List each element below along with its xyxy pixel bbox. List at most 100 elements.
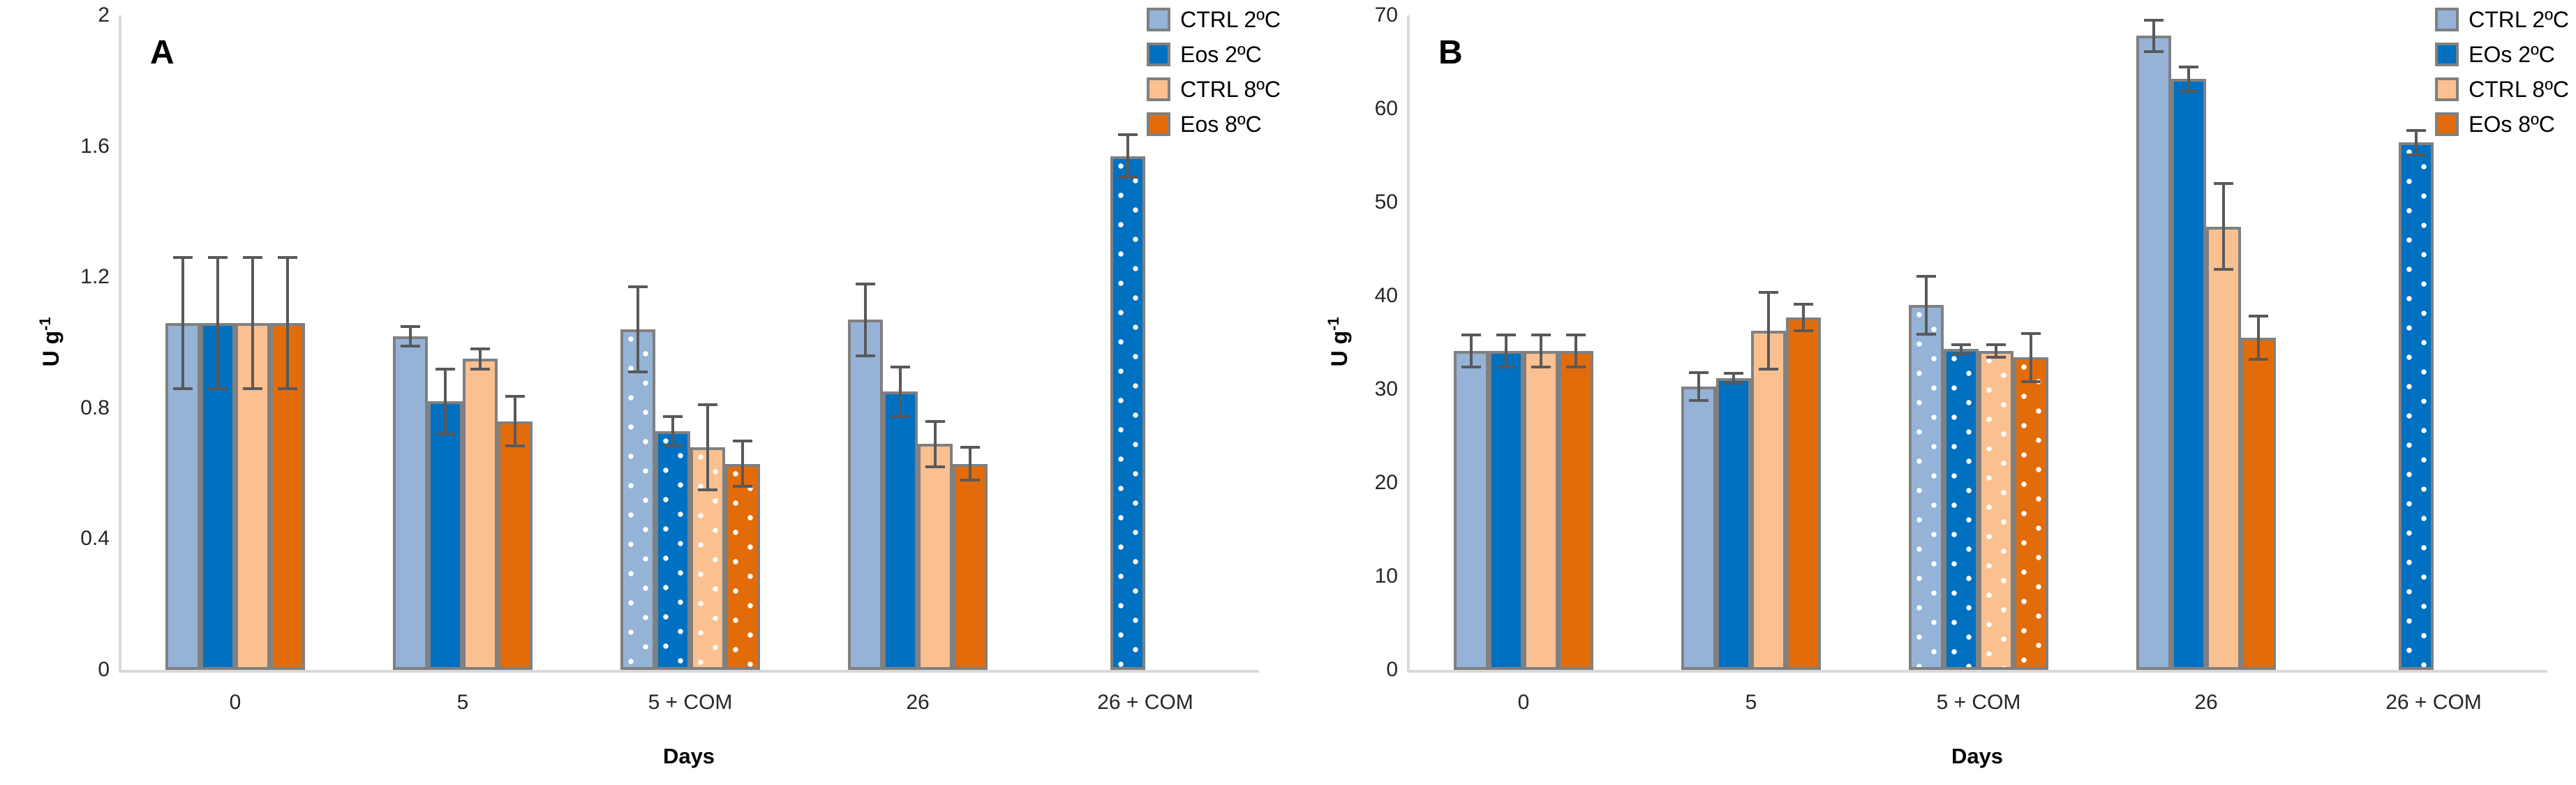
x-category-label: 5 + COM [648, 691, 733, 714]
legend-swatch [2435, 77, 2459, 101]
legend-label: CTRL 2ºC [2469, 6, 2569, 32]
y-tick-label: 50 [1374, 190, 1398, 214]
error-bar-line [1697, 372, 1700, 401]
x-category-label: 5 + COM [1936, 691, 2021, 714]
y-tick-label: 0.4 [80, 527, 110, 551]
error-bar-cap-top [1916, 274, 1936, 278]
error-bar-line [706, 405, 709, 491]
error-bar-cap-bottom [208, 387, 228, 390]
error-bar-line [1925, 276, 1928, 334]
error-bar-cap-top [278, 256, 297, 260]
error-bar-cap-top [1496, 334, 1516, 337]
error-bar-cap-bottom [891, 414, 910, 418]
error-bar-cap-top [2021, 331, 2041, 335]
error-bar-cap-top [1118, 133, 1138, 137]
panel-b: B U g-1 0 10 20 30 40 50 60 70 0 5 5 + COM 26 26 + C… [1288, 0, 2576, 785]
bar-ctrl-8ºc-day-5+COM [690, 447, 725, 670]
error-bar-cap-top [1986, 343, 2006, 346]
bar-eos-8ºc-day-5 [498, 421, 533, 670]
error-bar-line [934, 421, 937, 468]
bar-ctrl-2ºc-day-5 [393, 336, 428, 670]
error-bar-cap-bottom [628, 371, 648, 374]
bar-ctrl-2ºc-day-5 [1681, 386, 1716, 670]
bar-eos-8ºc-day-26 [953, 463, 988, 670]
y-axis-title-exponent: -1 [36, 317, 54, 331]
error-bar-cap-bottom [2214, 268, 2233, 271]
bar-eos-8ºc-day-5+COM [725, 463, 760, 670]
error-bar-cap-bottom [470, 367, 490, 371]
x-category-label: 0 [229, 691, 241, 714]
y-axis-title-exponent: -1 [1325, 317, 1343, 331]
x-category-label: 26 + COM [1097, 691, 1193, 714]
bar-ctrl-8ºc-day-26 [2206, 226, 2241, 670]
error-bar-cap-top [1951, 343, 1971, 346]
error-bar-cap-bottom [1566, 365, 1586, 368]
bar-eos-2ºc-day-26+COM [1110, 156, 1145, 670]
error-bar-cap-bottom [401, 344, 420, 347]
bar-eos-2ºc-day-26+COM [2399, 142, 2434, 670]
bar-ctrl-8ºc-day-0 [1524, 351, 1558, 670]
error-bar-cap-top [960, 446, 980, 449]
y-tick-label: 0 [98, 658, 110, 681]
bar-ctrl-8ºc-day-5+COM [1979, 351, 2013, 670]
error-bar-cap-top [1461, 334, 1481, 337]
error-bar-cap-bottom [733, 485, 752, 488]
plot-area-a: 0 0.4 0.8 1.2 1.6 2 0 5 5 + COM 26 26 + COM [80, 3, 1259, 714]
bar-ctrl-8ºc-day-26 [918, 444, 953, 670]
error-bar-cap-top [401, 324, 420, 328]
legend-item: CTRL 8ºC [1147, 77, 1281, 102]
legend-swatch [2435, 8, 2459, 31]
x-category-label: 26 [906, 691, 930, 714]
bar-eos-8ºc-day-26 [2241, 338, 2276, 670]
legend-item: EOs 2ºC [2435, 42, 2569, 67]
bar-ctrl-8ºc-day-5 [463, 359, 498, 670]
error-bar-line [479, 349, 482, 369]
plot-area-b: 0 10 20 30 40 50 60 70 0 5 5 + COM 26 26 + COM [1375, 3, 2547, 714]
error-bar-line [2030, 333, 2032, 382]
error-bar-line [216, 257, 219, 389]
error-bar-line [1960, 344, 1963, 354]
error-bar-cap-top [2179, 65, 2198, 68]
error-bar-cap-bottom [2021, 380, 2041, 384]
legend-swatch [1147, 43, 1171, 66]
panel-b-label: B [1438, 34, 1463, 71]
error-bar-cap-top [733, 439, 752, 442]
error-bar-line [2415, 130, 2418, 155]
error-bar-line [899, 367, 902, 417]
legend-label: EOs 2ºC [2469, 41, 2555, 67]
error-bar-cap-bottom [278, 387, 297, 390]
error-bar-cap-bottom [960, 478, 980, 481]
y-tick-label: 30 [1374, 377, 1398, 401]
bar-eos-8ºc-day-0 [1558, 351, 1593, 670]
x-axis-title: Days [1951, 744, 2004, 768]
x-category-label: 5 [1745, 691, 1757, 714]
legend-label: CTRL 8ºC [1180, 76, 1281, 102]
error-bar-line [969, 447, 971, 480]
bar-ctrl-2ºc-day-26 [848, 320, 883, 670]
error-bar-cap-bottom [243, 387, 262, 390]
legend-item: CTRL 2ºC [2435, 7, 2569, 32]
error-bar-line [1505, 335, 1507, 367]
error-bar-cap-top [2406, 128, 2426, 132]
x-axis-title: Days [662, 744, 715, 768]
legend-item: Eos 2ºC [1147, 42, 1281, 67]
bar-eos-8ºc-day-5+COM [2013, 357, 2048, 670]
error-bar-line [251, 257, 254, 389]
error-bar-cap-top [856, 282, 875, 285]
x-category-label: 26 [2194, 691, 2218, 714]
panel-a: A U g-1 0 0.4 0.8 1.2 1.6 2 0 5 5 + COM 26 26 + CO… [36, 3, 1281, 768]
error-bar-line [2222, 184, 2225, 270]
legend-label: Eos 2ºC [1180, 41, 1262, 67]
y-tick-label: 20 [1374, 471, 1398, 494]
y-axis-title-text: U g [1326, 330, 1352, 367]
error-bar-cap-bottom [856, 354, 875, 357]
error-bar-line [2257, 316, 2260, 360]
error-bar-cap-top [628, 285, 648, 289]
bar-ctrl-8ºc-day-5 [1751, 330, 1786, 670]
error-bar-cap-top [208, 256, 228, 260]
bar-eos-2ºc-day-0 [1489, 351, 1524, 670]
bar-ctrl-2ºc-day-26 [2136, 36, 2171, 670]
error-bar-cap-bottom [2249, 358, 2268, 361]
y-tick-label: 60 [1374, 97, 1398, 120]
error-bar-line [1540, 335, 1542, 367]
